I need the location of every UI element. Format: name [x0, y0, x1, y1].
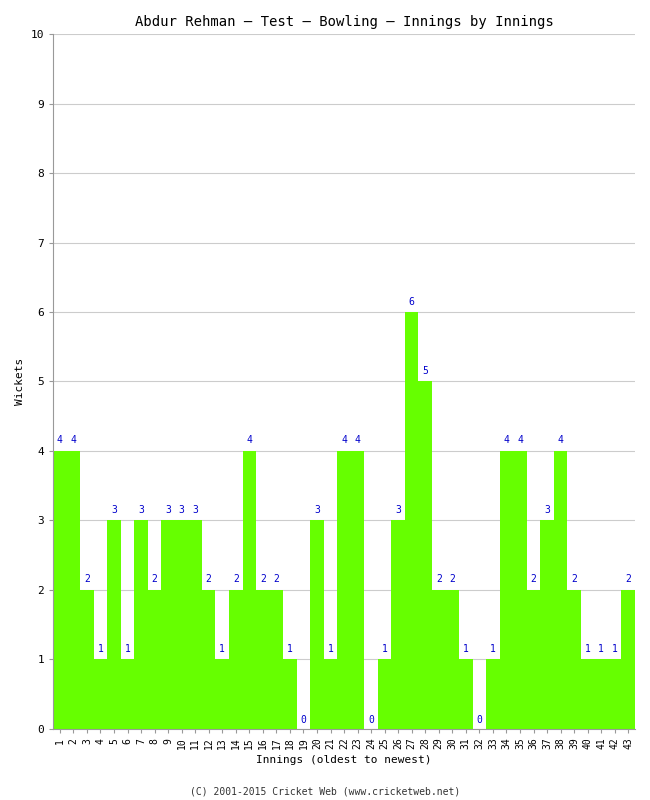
Text: 2: 2 — [449, 574, 455, 584]
Text: 2: 2 — [436, 574, 442, 584]
Bar — [419, 382, 432, 729]
Text: 0: 0 — [300, 715, 306, 725]
Bar — [554, 451, 567, 729]
Text: 3: 3 — [192, 505, 198, 515]
Text: 1: 1 — [598, 644, 604, 654]
Bar — [242, 451, 256, 729]
Bar — [94, 659, 107, 729]
Text: 6: 6 — [409, 297, 415, 306]
Text: 2: 2 — [260, 574, 266, 584]
Text: 2: 2 — [84, 574, 90, 584]
Text: 1: 1 — [463, 644, 469, 654]
Bar — [581, 659, 594, 729]
Bar — [188, 520, 202, 729]
Bar — [405, 312, 419, 729]
Bar — [445, 590, 459, 729]
Text: 2: 2 — [233, 574, 239, 584]
Bar — [391, 520, 405, 729]
Text: 1: 1 — [219, 644, 225, 654]
Bar — [567, 590, 581, 729]
Bar — [270, 590, 283, 729]
Title: Abdur Rehman – Test – Bowling – Innings by Innings: Abdur Rehman – Test – Bowling – Innings … — [135, 15, 553, 29]
Text: 2: 2 — [571, 574, 577, 584]
Bar — [486, 659, 500, 729]
Text: 1: 1 — [328, 644, 333, 654]
Bar — [337, 451, 351, 729]
Text: 3: 3 — [111, 505, 117, 515]
Text: 2: 2 — [625, 574, 631, 584]
Text: 2: 2 — [530, 574, 536, 584]
Bar — [66, 451, 80, 729]
Bar — [161, 520, 175, 729]
Bar — [229, 590, 242, 729]
Text: 4: 4 — [57, 435, 63, 446]
Bar — [608, 659, 621, 729]
Bar — [378, 659, 391, 729]
Text: 2: 2 — [206, 574, 212, 584]
Bar — [135, 520, 148, 729]
Bar — [500, 451, 514, 729]
Text: 4: 4 — [355, 435, 361, 446]
Text: 1: 1 — [612, 644, 618, 654]
Bar — [432, 590, 445, 729]
Bar — [310, 520, 324, 729]
Text: 1: 1 — [585, 644, 591, 654]
Text: 3: 3 — [395, 505, 401, 515]
Bar — [53, 451, 66, 729]
Bar — [148, 590, 161, 729]
Text: 4: 4 — [341, 435, 347, 446]
Text: 4: 4 — [504, 435, 510, 446]
Text: 4: 4 — [517, 435, 523, 446]
Y-axis label: Wickets: Wickets — [15, 358, 25, 405]
Text: 5: 5 — [422, 366, 428, 376]
Bar — [256, 590, 270, 729]
Text: (C) 2001-2015 Cricket Web (www.cricketweb.net): (C) 2001-2015 Cricket Web (www.cricketwe… — [190, 786, 460, 796]
Bar — [202, 590, 216, 729]
Text: 1: 1 — [125, 644, 131, 654]
Text: 3: 3 — [544, 505, 550, 515]
Bar — [351, 451, 365, 729]
Bar — [459, 659, 473, 729]
Bar — [621, 590, 635, 729]
Bar — [107, 520, 121, 729]
Text: 4: 4 — [246, 435, 252, 446]
Bar — [80, 590, 94, 729]
Text: 3: 3 — [138, 505, 144, 515]
Text: 1: 1 — [98, 644, 103, 654]
Text: 1: 1 — [382, 644, 387, 654]
Bar — [175, 520, 188, 729]
Bar — [540, 520, 554, 729]
Text: 3: 3 — [165, 505, 171, 515]
Text: 3: 3 — [314, 505, 320, 515]
Bar — [324, 659, 337, 729]
Bar — [216, 659, 229, 729]
Bar — [283, 659, 296, 729]
Text: 2: 2 — [151, 574, 157, 584]
Text: 0: 0 — [476, 715, 482, 725]
Text: 3: 3 — [179, 505, 185, 515]
Bar — [514, 451, 526, 729]
Text: 4: 4 — [558, 435, 564, 446]
Text: 0: 0 — [368, 715, 374, 725]
Text: 1: 1 — [287, 644, 293, 654]
X-axis label: Innings (oldest to newest): Innings (oldest to newest) — [256, 755, 432, 765]
Bar — [594, 659, 608, 729]
Text: 2: 2 — [274, 574, 280, 584]
Bar — [121, 659, 135, 729]
Text: 1: 1 — [490, 644, 496, 654]
Bar — [526, 590, 540, 729]
Text: 4: 4 — [70, 435, 76, 446]
